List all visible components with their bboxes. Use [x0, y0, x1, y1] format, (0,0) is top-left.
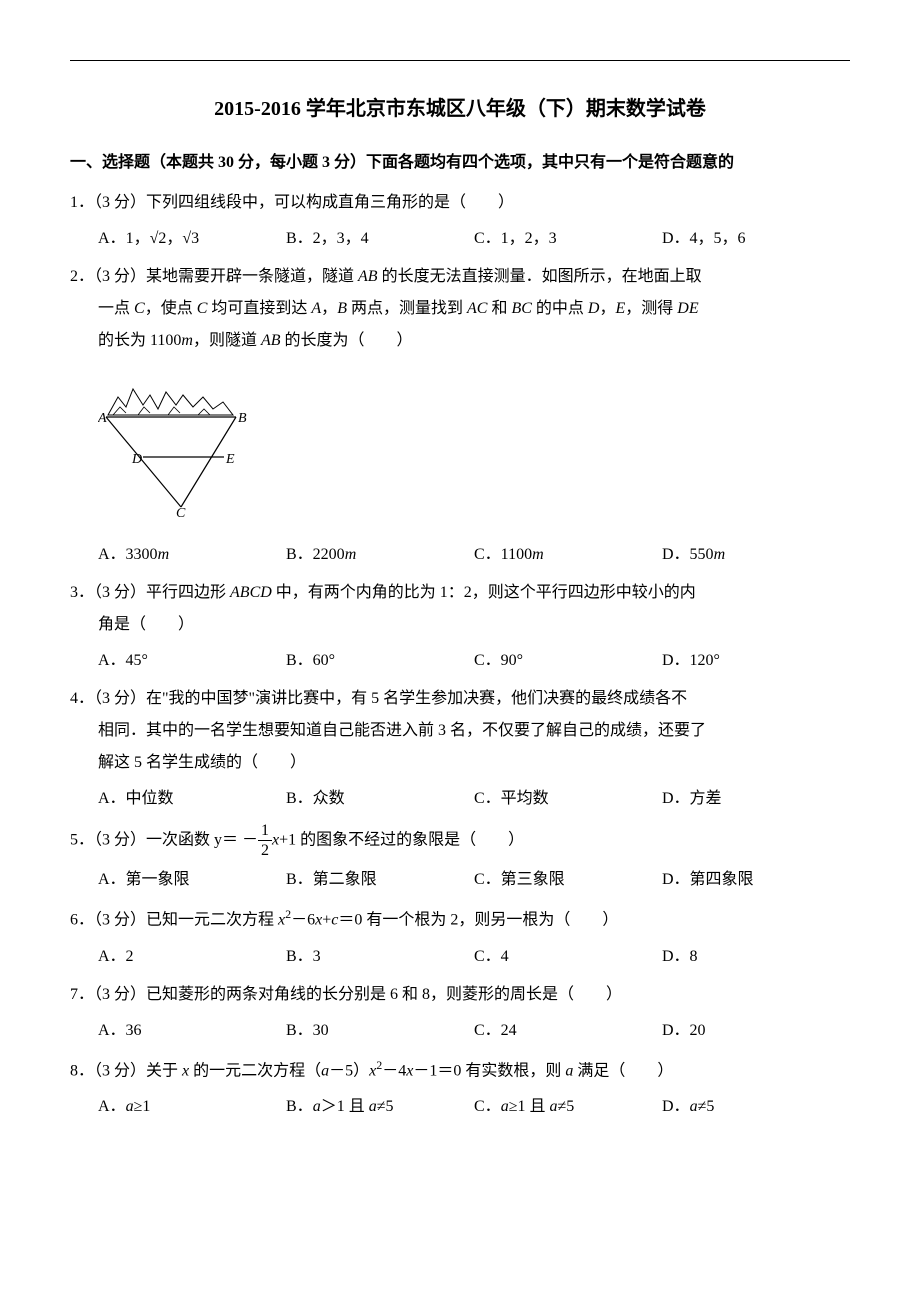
exam-title: 2015-2016 学年北京市东城区八年级（下）期末数学试卷	[70, 91, 850, 127]
q3-options: A．45° B．60° C．90° D．120°	[70, 645, 850, 677]
q1-options: A．1，√2，√3 B．2，3，4 C．1，2，3 D．4，5，6	[70, 223, 850, 255]
q4-option-d: D．方差	[662, 783, 850, 815]
q5-suffix: +1 的图象不经过的象限是（ ）	[279, 831, 524, 848]
q2-line2: 一点 C，使点 C 均可直接到达 A，B 两点，测量找到 AC 和 BC 的中点…	[70, 293, 850, 325]
top-rule	[70, 60, 850, 61]
q7-option-c: C．24	[474, 1015, 662, 1047]
fig-label-b: B	[238, 411, 247, 426]
question-8: 8．（3 分）关于 x 的一元二次方程（a－5）x2－4x－1＝0 有实数根，则…	[70, 1053, 850, 1123]
q7-option-d: D．20	[662, 1015, 850, 1047]
q8-text: 8．（3 分）关于 x 的一元二次方程（a－5）x2－4x－1＝0 有实数根，则…	[70, 1053, 850, 1087]
section-header: 一、选择题（本题共 30 分，每小题 3 分）下面各题均有四个选项，其中只有一个…	[70, 147, 850, 179]
q3-option-b: B．60°	[286, 645, 474, 677]
q2-option-d: D．550m	[662, 539, 850, 571]
question-1: 1．（3 分）下列四组线段中，可以构成直角三角形的是（ ） A．1，√2，√3 …	[70, 187, 850, 255]
question-7: 7．（3 分）已知菱形的两条对角线的长分别是 6 和 8，则菱形的周长是（ ） …	[70, 979, 850, 1047]
q6-option-c: C．4	[474, 941, 662, 973]
fig-label-d: D	[131, 452, 142, 467]
q1-option-c: C．1，2，3	[474, 223, 662, 255]
fig-label-e: E	[225, 452, 235, 467]
fig-label-a: A	[98, 411, 107, 426]
q8-option-d: D．a≠5	[662, 1091, 850, 1123]
question-2: 2．（3 分）某地需要开辟一条隧道，隧道 AB 的长度无法直接测量．如图所示，在…	[70, 261, 850, 571]
q1-option-d: D．4，5，6	[662, 223, 850, 255]
q7-option-a: A．36	[98, 1015, 286, 1047]
q6-text: 6．（3 分）已知一元二次方程 x2－6x+c＝0 有一个根为 2，则另一根为（…	[70, 902, 850, 936]
q1-option-a: A．1，√2，√3	[98, 223, 286, 255]
q4-line3: 解这 5 名学生成绩的（ ）	[70, 747, 850, 779]
fig-label-c: C	[176, 506, 186, 517]
q6-option-d: D．8	[662, 941, 850, 973]
q7-text: 7．（3 分）已知菱形的两条对角线的长分别是 6 和 8，则菱形的周长是（ ）	[70, 979, 850, 1011]
q5-option-c: C．第三象限	[474, 864, 662, 896]
q8-option-a: A．a≥1	[98, 1091, 286, 1123]
question-4: 4．（3 分）在"我的中国梦"演讲比赛中，有 5 名学生参加决赛，他们决赛的最终…	[70, 683, 850, 815]
q5-prefix: 5．（3 分）一次函数 y＝ －	[70, 831, 258, 848]
q6-option-b: B．3	[286, 941, 474, 973]
q2-figure: A B D E C	[98, 367, 850, 529]
q3-option-d: D．120°	[662, 645, 850, 677]
q2-option-a: A．3300m	[98, 539, 286, 571]
q5-option-d: D．第四象限	[662, 864, 850, 896]
q7-option-b: B．30	[286, 1015, 474, 1047]
q2-line3: 的长为 1100m，则隧道 AB 的长度为（ ）	[70, 325, 850, 357]
question-6: 6．（3 分）已知一元二次方程 x2－6x+c＝0 有一个根为 2，则另一根为（…	[70, 902, 850, 972]
q5-fraction: 12	[258, 821, 272, 860]
q4-line1: 4．（3 分）在"我的中国梦"演讲比赛中，有 5 名学生参加决赛，他们决赛的最终…	[70, 683, 850, 715]
q2-line1: 2．（3 分）某地需要开辟一条隧道，隧道 AB 的长度无法直接测量．如图所示，在…	[70, 261, 850, 293]
question-5: 5．（3 分）一次函数 y＝ －12x+1 的图象不经过的象限是（ ） A．第一…	[70, 821, 850, 896]
q1-text: 1．（3 分）下列四组线段中，可以构成直角三角形的是（ ）	[70, 187, 850, 219]
q8-option-c: C．a≥1 且 a≠5	[474, 1091, 662, 1123]
q6-options: A．2 B．3 C．4 D．8	[70, 941, 850, 973]
q3-option-c: C．90°	[474, 645, 662, 677]
q5-option-b: B．第二象限	[286, 864, 474, 896]
question-3: 3．（3 分）平行四边形 ABCD 中，有两个内角的比为 1：2，则这个平行四边…	[70, 577, 850, 677]
q4-options: A．中位数 B．众数 C．平均数 D．方差	[70, 783, 850, 815]
q4-option-b: B．众数	[286, 783, 474, 815]
q7-options: A．36 B．30 C．24 D．20	[70, 1015, 850, 1047]
q3-option-a: A．45°	[98, 645, 286, 677]
q3-line1: 3．（3 分）平行四边形 ABCD 中，有两个内角的比为 1：2，则这个平行四边…	[70, 577, 850, 609]
q4-option-c: C．平均数	[474, 783, 662, 815]
q8-option-b: B．a＞1 且 a≠5	[286, 1091, 474, 1123]
q1-option-b: B．2，3，4	[286, 223, 474, 255]
q4-line2: 相同．其中的一名学生想要知道自己能否进入前 3 名，不仅要了解自己的成绩，还要了	[70, 715, 850, 747]
q5-option-a: A．第一象限	[98, 864, 286, 896]
q2-options: A．3300m B．2200m C．1100m D．550m	[70, 539, 850, 571]
q2-option-c: C．1100m	[474, 539, 662, 571]
q5-options: A．第一象限 B．第二象限 C．第三象限 D．第四象限	[70, 864, 850, 896]
q3-line2: 角是（ ）	[70, 609, 850, 641]
q4-option-a: A．中位数	[98, 783, 286, 815]
q2-option-b: B．2200m	[286, 539, 474, 571]
q5-text: 5．（3 分）一次函数 y＝ －12x+1 的图象不经过的象限是（ ）	[70, 821, 850, 860]
q8-options: A．a≥1 B．a＞1 且 a≠5 C．a≥1 且 a≠5 D．a≠5	[70, 1091, 850, 1123]
q6-option-a: A．2	[98, 941, 286, 973]
